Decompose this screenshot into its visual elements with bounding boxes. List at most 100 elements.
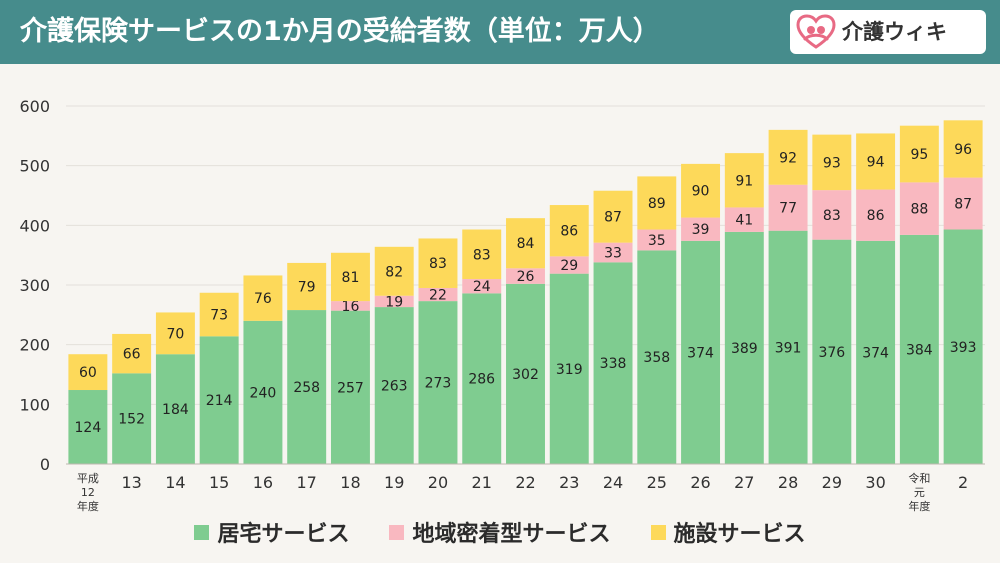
data-label: 77: [779, 201, 797, 217]
x-tick-label: 年度: [908, 499, 930, 512]
data-label: 33: [604, 245, 622, 261]
bar-segment: [943, 229, 983, 464]
legend-item: 居宅サービス: [194, 516, 349, 548]
bar-segment: [243, 320, 283, 464]
data-label: 79: [298, 279, 316, 295]
bar-segment: [681, 240, 721, 464]
data-label: 90: [692, 184, 710, 200]
data-label: 19: [385, 294, 403, 310]
y-tick-label: 400: [19, 216, 50, 235]
data-label: 92: [779, 150, 797, 166]
x-tick-label: 27: [734, 473, 754, 492]
bar-segment: [462, 293, 502, 464]
bar-segment: [506, 218, 545, 269]
bar-segment: [374, 307, 414, 464]
data-label: 83: [473, 247, 491, 263]
bar-segment: [155, 354, 195, 464]
data-label: 66: [123, 347, 141, 363]
bar-segment: [374, 246, 414, 296]
data-label: 214: [206, 393, 233, 409]
bar-segment: [462, 279, 502, 294]
bar-segment: [637, 250, 677, 464]
bar-segment: [243, 275, 283, 321]
bar-segment: [418, 287, 458, 302]
legend-swatch: [650, 524, 666, 540]
bar-segment: [768, 230, 808, 464]
bar-segment: [899, 125, 939, 183]
x-tick-label: 28: [778, 473, 798, 492]
bar-segment: [943, 177, 983, 230]
data-label: 41: [735, 213, 753, 229]
legend-item: 地域密着型サービス: [389, 516, 611, 548]
bar-segment: [856, 189, 896, 241]
data-label: 83: [429, 256, 447, 272]
bar-segment: [287, 262, 327, 311]
bar-segment: [506, 268, 545, 284]
data-label: 358: [643, 350, 670, 366]
bar-segment: [681, 163, 721, 218]
bar-segment: [199, 336, 239, 464]
data-label: 240: [250, 385, 277, 401]
y-tick-label: 200: [19, 336, 50, 355]
data-label: 184: [162, 402, 189, 418]
data-label: 88: [910, 202, 928, 218]
x-tick-label: 14: [165, 473, 185, 492]
brand-name: 介護ウィキ: [842, 20, 947, 44]
data-label: 95: [910, 147, 928, 163]
x-tick-label: 22: [515, 473, 535, 492]
data-label: 26: [517, 269, 535, 285]
data-label: 94: [867, 154, 885, 170]
legend-item: 施設サービス: [650, 516, 806, 548]
data-label: 39: [692, 222, 710, 238]
bar-segment: [549, 256, 589, 274]
bar-segment: [593, 190, 633, 243]
x-tick-label: 20: [428, 473, 448, 492]
x-tick-label: 15: [209, 473, 229, 492]
data-label: 91: [735, 173, 753, 189]
bar-segment: [899, 234, 939, 464]
bar-segment: [856, 133, 896, 190]
data-label: 338: [600, 356, 627, 372]
chart-legend: 居宅サービス 地域密着型サービス 施設サービス: [0, 512, 1000, 552]
bar-segment: [462, 229, 502, 280]
bar-segment: [899, 182, 939, 235]
legend-label: 居宅サービス: [217, 522, 350, 547]
y-tick-label: 300: [19, 276, 50, 295]
y-tick-label: 500: [19, 157, 50, 176]
data-label: 86: [560, 224, 578, 240]
x-tick-label: 25: [647, 473, 667, 492]
x-tick-label: 平成: [77, 472, 99, 485]
data-label: 70: [166, 326, 184, 342]
data-label: 124: [75, 420, 102, 436]
data-label: 286: [468, 372, 495, 388]
data-label: 89: [648, 196, 666, 212]
data-label: 257: [337, 380, 364, 396]
data-label: 83: [823, 208, 841, 224]
bar-segment: [155, 312, 195, 355]
data-label: 96: [954, 142, 972, 158]
data-label: 84: [517, 236, 535, 252]
data-label: 82: [385, 264, 403, 280]
data-label: 302: [512, 367, 539, 383]
x-tick-label: 令和: [908, 471, 930, 485]
bar-segment: [199, 292, 239, 337]
data-label: 35: [648, 233, 666, 249]
x-tick-label: 元: [914, 486, 925, 499]
page-title: 介護保険サービスの1か月の受給者数（単位：万人）: [20, 16, 660, 47]
bar-segment: [812, 239, 852, 464]
bar-segment: [724, 207, 764, 232]
bar-segment: [812, 134, 852, 191]
data-label: 374: [687, 345, 714, 361]
bar-segment: [549, 205, 589, 257]
brand-badge[interactable]: 介護ウィキ: [790, 10, 986, 54]
data-label: 87: [604, 210, 622, 226]
data-label: 393: [950, 340, 977, 356]
x-tick-label: 23: [559, 473, 579, 492]
x-tick-label: 26: [690, 473, 710, 492]
bar-segment: [943, 120, 983, 178]
header-bar: 介護保険サービスの1か月の受給者数（単位：万人） 介護ウィキ: [0, 0, 1000, 64]
bar-segment: [768, 184, 808, 231]
bar-segment: [724, 231, 764, 464]
data-label: 152: [118, 412, 145, 428]
data-label: 60: [79, 365, 97, 381]
